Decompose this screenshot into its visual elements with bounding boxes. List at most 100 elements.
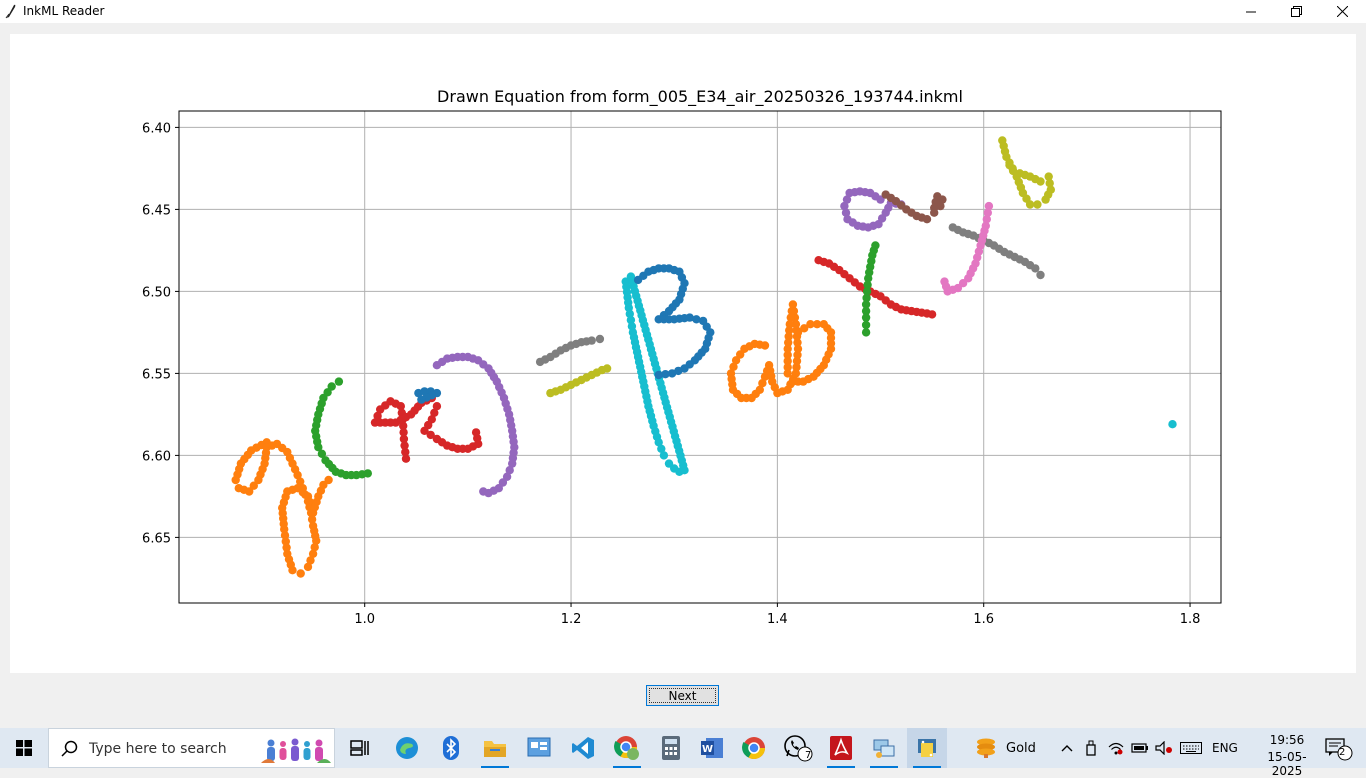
taskbar-weather-widget[interactable] — [966, 728, 1006, 768]
notification-icon — [1325, 738, 1353, 761]
restore-icon — [1290, 6, 1302, 17]
close-button[interactable] — [1319, 0, 1365, 23]
taskbar-chrome-profile[interactable] — [607, 728, 647, 768]
data-point — [317, 449, 327, 458]
data-point — [363, 469, 372, 478]
taskbar-vscode[interactable] — [563, 728, 603, 768]
data-point — [940, 277, 949, 286]
stroke-series — [1168, 420, 1177, 429]
notifications-button[interactable]: 2 — [1318, 728, 1358, 768]
tray-overflow-button[interactable] — [1054, 728, 1080, 768]
tray-volume[interactable] — [1152, 728, 1176, 768]
taskbar-search[interactable]: Type here to search — [48, 728, 335, 768]
active-indicator — [870, 766, 898, 768]
next-button[interactable]: Next — [646, 685, 719, 706]
data-point — [1031, 264, 1040, 273]
tray-usb[interactable] — [1080, 728, 1102, 768]
data-point — [420, 426, 429, 435]
whatsapp-icon — [784, 735, 813, 762]
taskbar-file-explorer[interactable] — [475, 728, 515, 768]
data-point — [984, 201, 994, 211]
taskbar-python[interactable] — [907, 728, 947, 768]
data-point — [692, 315, 701, 324]
data-point — [800, 324, 809, 333]
data-point — [783, 369, 792, 378]
data-point — [861, 320, 871, 330]
vscode-icon — [572, 737, 594, 759]
taskbar-acrobat[interactable] — [821, 728, 861, 768]
data-point — [659, 451, 669, 460]
weather-label: Gold — [1006, 741, 1036, 756]
data-point — [792, 356, 802, 366]
clock-time[interactable]: 19:56 — [1269, 733, 1305, 747]
data-point — [296, 477, 305, 486]
data-point — [685, 313, 694, 322]
data-point — [373, 411, 382, 421]
data-point — [1041, 195, 1050, 204]
data-point — [793, 344, 803, 353]
data-point — [862, 287, 872, 296]
start-button[interactable] — [4, 728, 44, 768]
tray-keyboard[interactable] — [1178, 728, 1204, 768]
data-point — [308, 549, 318, 558]
clock-date[interactable]: 15-05-2025 — [1267, 750, 1307, 778]
data-point — [296, 569, 305, 578]
taskbar-edge[interactable] — [387, 728, 427, 768]
taskbar-network-tool[interactable] — [864, 728, 904, 768]
data-point — [293, 470, 302, 480]
data-point — [661, 370, 670, 379]
window-title: InkML Reader — [23, 4, 105, 18]
language-indicator[interactable]: ENG — [1212, 741, 1238, 755]
data-point — [667, 369, 677, 378]
data-point — [654, 438, 663, 447]
stroke-series — [998, 136, 1056, 209]
data-point — [784, 332, 793, 341]
tray-battery[interactable] — [1128, 728, 1152, 768]
stroke-series — [726, 300, 836, 403]
calculator-icon — [662, 736, 680, 760]
python-icon — [918, 739, 936, 757]
data-point — [1168, 420, 1177, 429]
keyboard-icon — [1180, 742, 1202, 754]
data-point — [602, 364, 612, 373]
data-point — [845, 188, 854, 198]
data-point — [306, 556, 315, 565]
data-point — [1036, 270, 1045, 280]
taskbar-bluetooth[interactable] — [431, 728, 471, 768]
task-view-icon — [350, 740, 369, 756]
stroke-series — [840, 187, 906, 232]
data-point — [430, 408, 439, 417]
taskbar-control-panel[interactable] — [519, 728, 559, 768]
data-point — [785, 320, 794, 329]
taskbar-whatsapp[interactable]: 7 — [778, 728, 818, 768]
data-point — [502, 472, 512, 481]
task-view-button[interactable] — [340, 728, 380, 768]
x-tick-label: 1.2 — [561, 612, 582, 627]
chevron-up-icon — [1061, 745, 1073, 752]
restore-button[interactable] — [1273, 0, 1319, 23]
data-point — [758, 379, 767, 388]
data-point — [922, 215, 932, 224]
stroke-series — [370, 393, 483, 463]
data-point — [327, 382, 336, 391]
stroke-series — [633, 264, 715, 380]
taskbar-chrome[interactable] — [734, 728, 774, 768]
taskbar-calculator[interactable] — [651, 728, 691, 768]
data-point — [791, 369, 801, 378]
notification-badge: 2 — [1339, 747, 1346, 758]
data-point — [982, 215, 991, 224]
active-indicator — [827, 766, 855, 768]
active-indicator — [913, 766, 941, 768]
gold-coins-icon — [977, 738, 995, 758]
data-point — [625, 309, 634, 319]
minimize-button[interactable] — [1228, 0, 1274, 23]
battery-icon — [1131, 743, 1148, 753]
tray-wifi[interactable] — [1104, 728, 1128, 768]
usb-drive-icon — [1086, 740, 1096, 756]
data-point — [1044, 172, 1053, 181]
data-point — [310, 543, 319, 552]
x-tick-label: 1.8 — [1180, 612, 1201, 627]
data-point — [791, 320, 801, 329]
stroke-series — [948, 223, 1045, 280]
taskbar-word[interactable]: W — [692, 728, 732, 768]
